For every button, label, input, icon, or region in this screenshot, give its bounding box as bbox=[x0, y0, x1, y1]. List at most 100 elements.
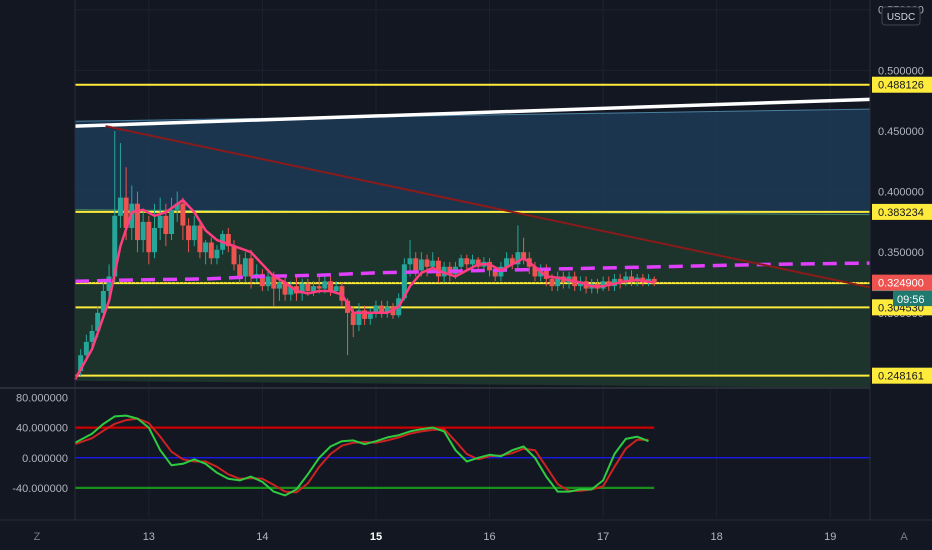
candle-body bbox=[180, 203, 186, 226]
candle[interactable] bbox=[532, 261, 538, 282]
candle-body bbox=[418, 259, 424, 271]
candle[interactable] bbox=[134, 191, 140, 253]
candle-body bbox=[95, 312, 101, 332]
candle-body bbox=[231, 246, 237, 265]
candle[interactable] bbox=[112, 130, 118, 283]
price-axis[interactable]: 0.5500000.5000000.4500000.4000000.350000… bbox=[872, 5, 932, 384]
candle[interactable] bbox=[117, 143, 123, 228]
candle-body bbox=[123, 197, 129, 228]
candle[interactable] bbox=[174, 191, 180, 222]
zones bbox=[74, 108, 871, 388]
trendline-white[interactable] bbox=[74, 97, 871, 128]
candle-body bbox=[191, 225, 197, 241]
candle[interactable] bbox=[401, 258, 407, 301]
candle[interactable] bbox=[384, 300, 390, 318]
candle-body bbox=[458, 258, 464, 267]
candle-body bbox=[492, 270, 498, 277]
candle-body bbox=[401, 264, 407, 299]
candle-body bbox=[521, 252, 527, 259]
oscillator-axis[interactable]: 80.000000 40.000000 0.000000 -40.000000 bbox=[12, 393, 68, 495]
candle[interactable] bbox=[106, 264, 112, 301]
auto-scale-button[interactable]: A bbox=[900, 531, 908, 543]
candle-body bbox=[430, 260, 436, 267]
candle[interactable] bbox=[146, 215, 152, 265]
candle[interactable] bbox=[487, 258, 493, 277]
candle[interactable] bbox=[299, 278, 305, 301]
osc-k-line[interactable] bbox=[74, 414, 649, 497]
candle-body bbox=[629, 276, 634, 282]
candle-body bbox=[424, 259, 430, 267]
candle[interactable] bbox=[629, 270, 634, 287]
candle[interactable] bbox=[191, 215, 197, 247]
auto-scale-label: A bbox=[900, 531, 908, 543]
candle[interactable] bbox=[362, 305, 368, 325]
candle-body bbox=[367, 312, 373, 319]
candle[interactable] bbox=[169, 197, 175, 241]
candle[interactable] bbox=[152, 203, 157, 259]
candle[interactable] bbox=[367, 307, 373, 325]
candle-body bbox=[117, 197, 123, 216]
candle-body bbox=[350, 312, 356, 325]
candle[interactable] bbox=[100, 282, 106, 318]
candle-body bbox=[333, 286, 339, 291]
trendline-red[interactable] bbox=[105, 125, 871, 289]
candle[interactable] bbox=[328, 276, 334, 296]
candle[interactable] bbox=[242, 252, 248, 283]
candle[interactable] bbox=[225, 227, 231, 253]
candle[interactable] bbox=[288, 281, 294, 301]
time-tick-label: 17 bbox=[597, 531, 609, 543]
candle[interactable] bbox=[248, 249, 254, 289]
candle[interactable] bbox=[203, 240, 209, 265]
candle[interactable] bbox=[373, 300, 379, 318]
candle[interactable] bbox=[214, 244, 220, 265]
price-tick-label: 0.350000 bbox=[878, 247, 924, 259]
candle-body bbox=[288, 286, 294, 295]
candle[interactable] bbox=[458, 254, 464, 272]
oscillator-pane[interactable] bbox=[74, 414, 870, 497]
candle[interactable] bbox=[379, 300, 385, 318]
osc-tick-label: -40.000000 bbox=[12, 483, 68, 495]
candle[interactable] bbox=[259, 269, 265, 291]
candle[interactable] bbox=[157, 197, 163, 241]
candle[interactable] bbox=[555, 271, 561, 291]
candle[interactable] bbox=[646, 274, 652, 287]
candle[interactable] bbox=[265, 271, 271, 291]
candle-body bbox=[470, 259, 475, 265]
currency-badge[interactable]: USDC bbox=[881, 6, 921, 26]
osc-d-line[interactable] bbox=[74, 417, 649, 494]
candle[interactable] bbox=[282, 276, 288, 301]
candle[interactable] bbox=[464, 254, 470, 271]
time-axis[interactable]: 13 14 15 16 17 18 19 bbox=[143, 531, 837, 543]
current-price-tag[interactable]: 0.324900 09:56 bbox=[872, 274, 932, 307]
candle[interactable] bbox=[140, 209, 146, 253]
candle-body bbox=[311, 286, 316, 291]
osc-tick-label: 80.000000 bbox=[16, 393, 68, 405]
level-price-tag[interactable]: 0.383234 bbox=[872, 203, 932, 220]
level-price-tag-label: 0.248161 bbox=[878, 371, 924, 383]
candle[interactable] bbox=[208, 237, 214, 265]
moving-average-line[interactable] bbox=[73, 198, 655, 381]
candle[interactable] bbox=[186, 218, 192, 253]
candle[interactable] bbox=[333, 281, 339, 294]
candle-body bbox=[157, 215, 163, 228]
candle-body bbox=[322, 281, 328, 289]
candle[interactable] bbox=[180, 197, 186, 241]
candle-body bbox=[78, 355, 84, 372]
level-price-tag[interactable]: 0.488126 bbox=[872, 76, 932, 93]
candle-body bbox=[356, 310, 362, 325]
vwap-line[interactable] bbox=[74, 261, 871, 284]
candle[interactable] bbox=[521, 237, 527, 265]
candle[interactable] bbox=[345, 298, 351, 356]
level-price-tag[interactable]: 0.248161 bbox=[872, 367, 932, 384]
candle-body bbox=[384, 306, 390, 313]
candle[interactable] bbox=[623, 271, 629, 287]
level-price-tag-label: 0.488126 bbox=[878, 80, 924, 92]
candle[interactable] bbox=[356, 303, 362, 332]
candle[interactable] bbox=[509, 254, 515, 270]
candle[interactable] bbox=[197, 220, 203, 259]
level-price-tag-bg bbox=[872, 76, 932, 93]
price-pane[interactable] bbox=[73, 83, 871, 381]
candle[interactable] bbox=[89, 324, 95, 350]
timezone-button[interactable]: Z bbox=[34, 531, 41, 543]
